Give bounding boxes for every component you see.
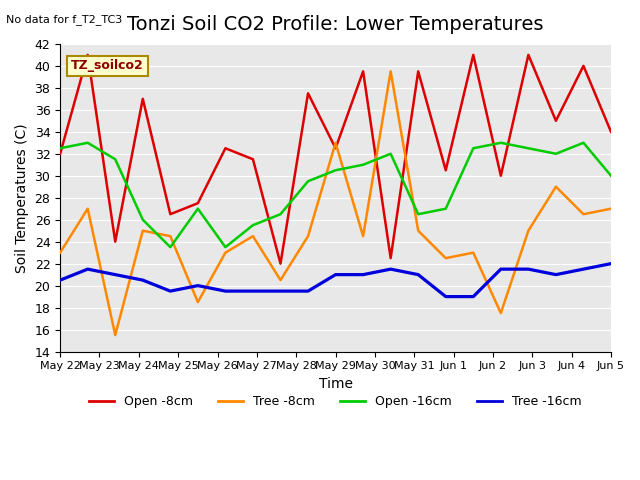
Text: TZ_soilco2: TZ_soilco2 (71, 59, 144, 72)
X-axis label: Time: Time (319, 377, 353, 391)
Y-axis label: Soil Temperatures (C): Soil Temperatures (C) (15, 123, 29, 273)
Legend: Open -8cm, Tree -8cm, Open -16cm, Tree -16cm: Open -8cm, Tree -8cm, Open -16cm, Tree -… (84, 390, 587, 413)
Title: Tonzi Soil CO2 Profile: Lower Temperatures: Tonzi Soil CO2 Profile: Lower Temperatur… (127, 15, 544, 34)
Text: No data for f_T2_TC3: No data for f_T2_TC3 (6, 14, 123, 25)
